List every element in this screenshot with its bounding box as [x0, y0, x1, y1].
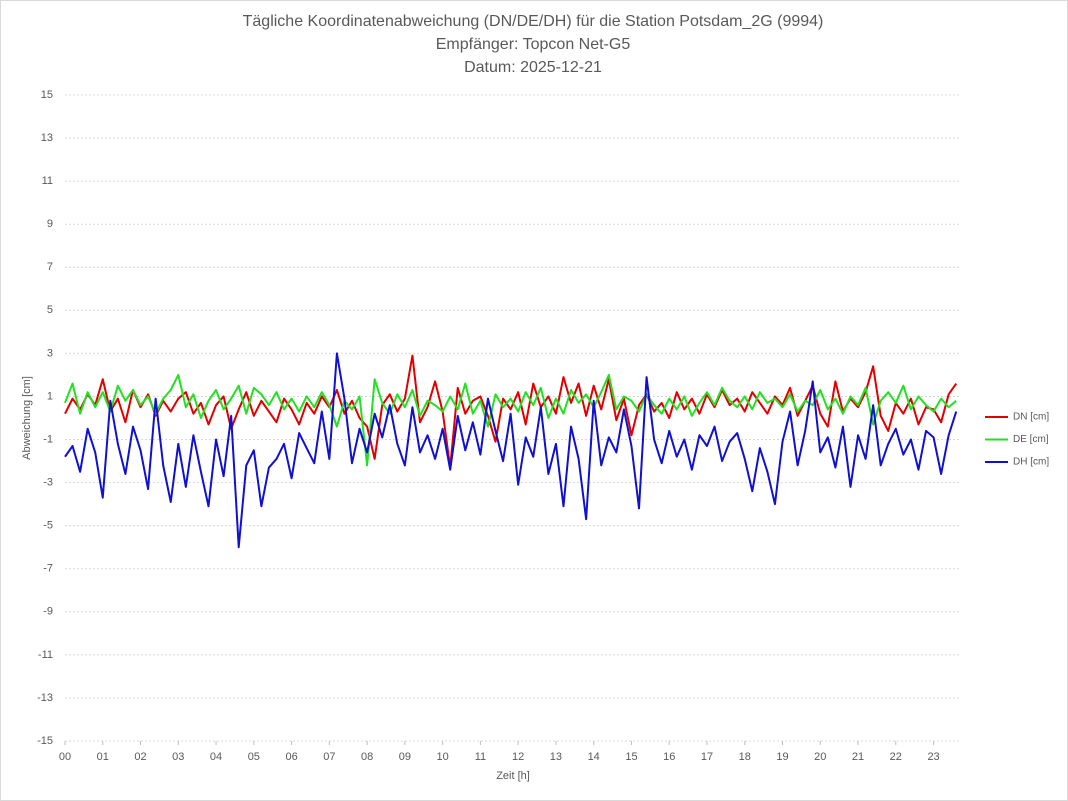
chart-subtitle: Empfänger: Topcon Net-G5 — [436, 36, 631, 53]
y-tick-label: -7 — [43, 563, 53, 575]
y-tick-label: 15 — [41, 89, 53, 101]
x-tick-label: 05 — [248, 751, 260, 763]
series-line — [64, 352, 958, 549]
x-tick-label: 11 — [475, 751, 486, 763]
y-axis-title: Abweichung [cm] — [21, 376, 33, 460]
y-tick-label: -3 — [43, 477, 53, 489]
x-tick-label: 09 — [399, 751, 411, 763]
x-tick-label: 01 — [97, 751, 109, 763]
y-tick-label: -15 — [37, 735, 53, 747]
x-tick-label: 10 — [437, 751, 449, 763]
series-line — [64, 373, 957, 467]
x-tick-label: 19 — [776, 751, 788, 763]
legend-label: DE [cm] — [1013, 434, 1049, 445]
x-tick-label: 07 — [323, 751, 335, 763]
y-tick-label: 11 — [42, 175, 53, 187]
x-tick-label: 17 — [701, 751, 713, 763]
x-tick-label: 20 — [814, 751, 826, 763]
y-tick-label: -5 — [43, 520, 53, 532]
x-tick-label: 03 — [172, 751, 184, 763]
y-tick-label: 5 — [47, 304, 53, 316]
legend-label: DH [cm] — [1013, 457, 1049, 468]
y-tick-label: -11 — [38, 649, 53, 661]
x-tick-label: 02 — [134, 751, 146, 763]
y-tick-label: -13 — [37, 692, 53, 704]
x-tick-label: 13 — [550, 751, 562, 763]
x-tick-label: 22 — [890, 751, 902, 763]
x-tick-label: 00 — [59, 751, 71, 763]
y-tick-label: -1 — [43, 433, 53, 445]
x-axis-title: Zeit [h] — [496, 770, 530, 782]
x-tick-label: 18 — [739, 751, 751, 763]
chart-date: Datum: 2025-12-21 — [464, 59, 602, 76]
x-tick-label: 12 — [512, 751, 524, 763]
y-tick-label: -9 — [43, 606, 53, 618]
x-tick-label: 06 — [285, 751, 297, 763]
x-tick-label: 14 — [588, 751, 600, 763]
series-line — [64, 354, 958, 469]
x-tick-label: 21 — [852, 751, 864, 763]
y-tick-label: 13 — [41, 132, 53, 144]
y-tick-label: 1 — [47, 390, 53, 402]
y-tick-label: 7 — [47, 261, 53, 273]
x-tick-label: 23 — [927, 751, 939, 763]
y-tick-label: 3 — [47, 347, 53, 359]
legend-label: DN [cm] — [1013, 412, 1049, 423]
x-tick-label: 08 — [361, 751, 373, 763]
x-tick-label: 16 — [663, 751, 675, 763]
x-tick-label: 15 — [625, 751, 637, 763]
x-tick-label: 04 — [210, 751, 222, 763]
chart-title: Tägliche Koordinatenabweichung (DN/DE/DH… — [243, 13, 824, 30]
y-tick-label: 9 — [47, 218, 53, 230]
